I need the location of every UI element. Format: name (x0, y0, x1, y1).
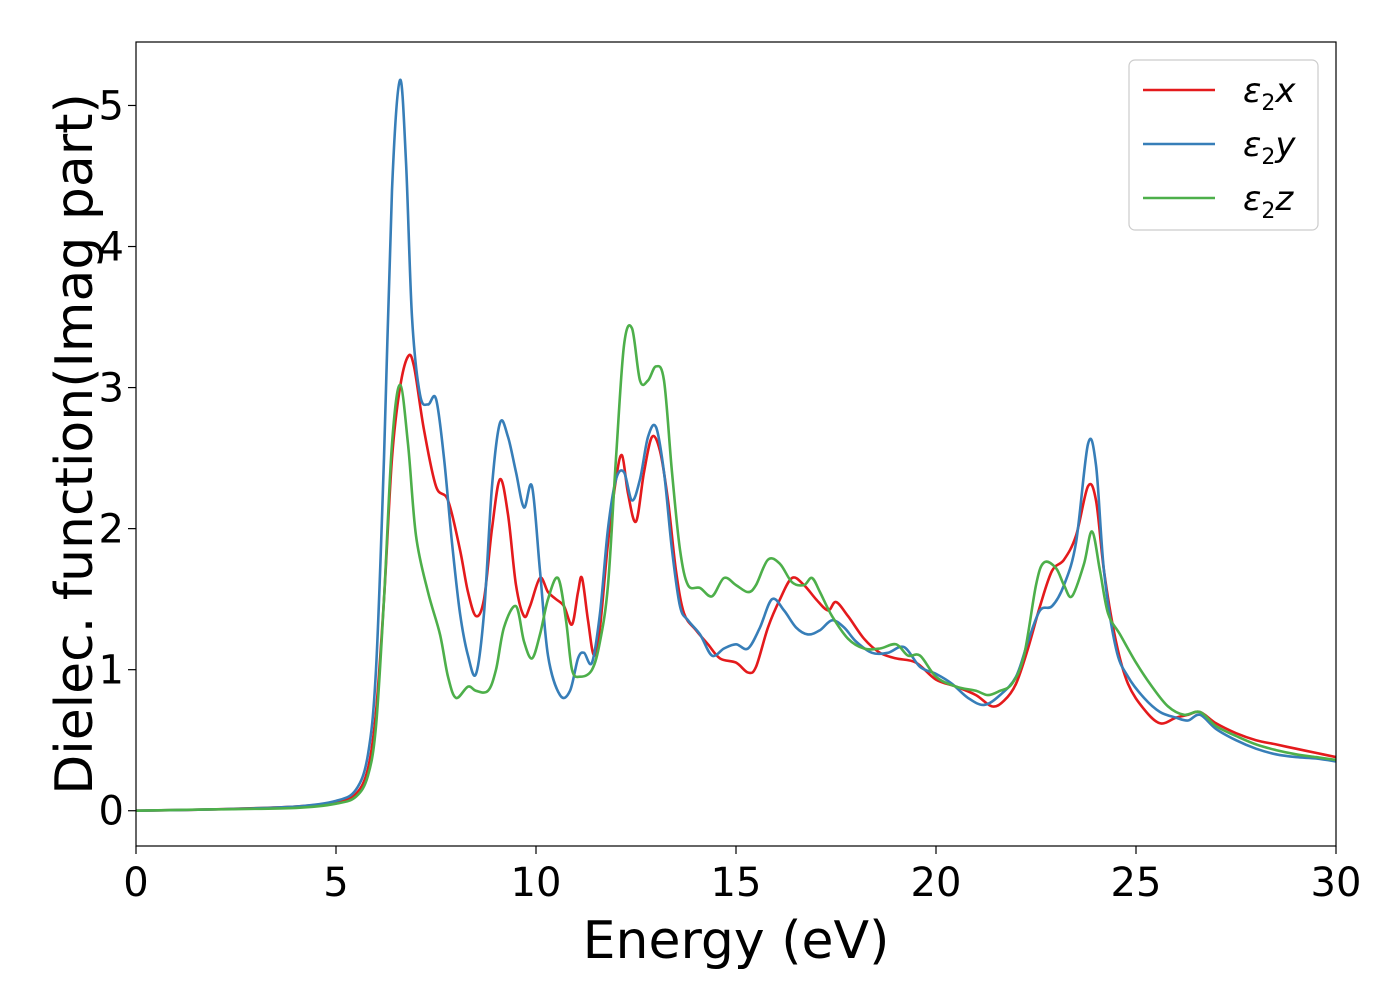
legend-label-2: ε2y (1243, 125, 1296, 170)
x-tick-label: 10 (511, 860, 562, 906)
y-axis-label: Dielec. function(Imag part) (45, 93, 105, 795)
series-line-3 (136, 324, 1336, 812)
x-tick-label: 0 (123, 860, 148, 906)
series-layer (136, 78, 1336, 812)
x-tick-label: 5 (323, 860, 348, 906)
x-axis: 0 5 10 15 20 25 30 (123, 846, 1361, 906)
x-tick-label: 25 (1111, 860, 1162, 906)
series-line-1 (136, 353, 1336, 812)
y-tick-label: 5 (99, 83, 124, 129)
x-axis-label: Energy (eV) (583, 911, 890, 971)
y-tick-label: 0 (99, 789, 124, 835)
x-tick-label: 30 (1311, 860, 1362, 906)
legend-box (1128, 59, 1319, 231)
legend-label-3: ε2z (1243, 179, 1294, 224)
y-tick-label: 3 (99, 366, 124, 412)
x-tick-label: 20 (911, 860, 962, 906)
legend: ε2x ε2y ε2z (1128, 59, 1319, 231)
legend-label-1: ε2x (1243, 71, 1296, 116)
y-tick-label: 1 (99, 648, 124, 694)
y-tick-label: 2 (99, 507, 124, 553)
series-line-2 (136, 78, 1336, 812)
y-tick-label: 4 (99, 225, 124, 271)
y-axis: 0 1 2 3 4 5 (99, 83, 136, 835)
x-tick-label: 15 (711, 860, 762, 906)
